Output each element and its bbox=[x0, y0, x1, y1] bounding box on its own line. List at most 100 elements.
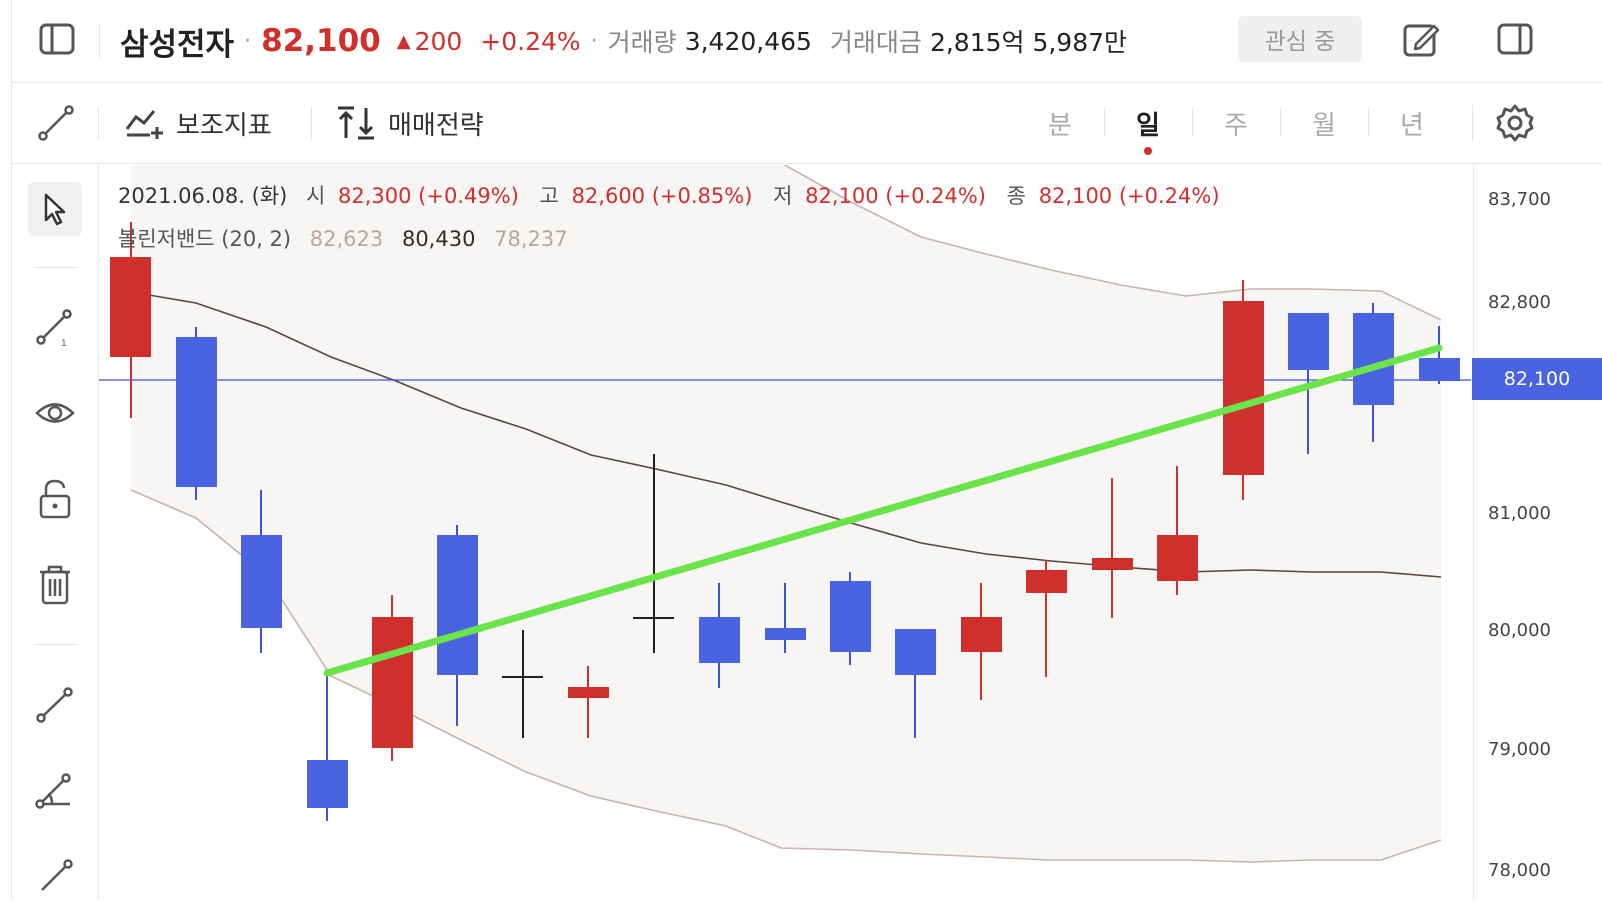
candle[interactable] bbox=[110, 257, 151, 357]
divider bbox=[311, 107, 312, 139]
divider bbox=[1368, 109, 1369, 137]
divider bbox=[1104, 109, 1105, 137]
current-price: 82,100 bbox=[261, 23, 381, 59]
panel-icon[interactable] bbox=[1496, 20, 1534, 58]
line-tool-icon[interactable] bbox=[36, 103, 76, 143]
separator-dot: · bbox=[590, 28, 598, 54]
ohlc-info: 2021.06.08. (화) 시 82,300 (+0.49%) 고 82,6… bbox=[118, 180, 1220, 210]
chart-toolbar: 보조지표 매매전략 분 일 주 월 년 bbox=[12, 83, 1602, 164]
period-tab-month[interactable]: 월 bbox=[1312, 110, 1336, 141]
period-tab-week[interactable]: 주 bbox=[1224, 110, 1248, 141]
candle[interactable] bbox=[1353, 313, 1394, 405]
high-value: 82,600 (+0.85%) bbox=[571, 184, 753, 208]
candle[interactable] bbox=[699, 617, 740, 663]
candle[interactable] bbox=[241, 535, 282, 628]
divider bbox=[1472, 105, 1473, 141]
price-axis-border bbox=[1473, 164, 1474, 900]
bollinger-upper: 82,623 bbox=[309, 227, 384, 251]
divider bbox=[36, 267, 76, 268]
line-tool-button[interactable]: 1 bbox=[28, 300, 82, 354]
lock-button[interactable] bbox=[28, 472, 82, 526]
candle[interactable] bbox=[568, 687, 609, 698]
period-tab-minute[interactable]: 분 bbox=[1048, 110, 1072, 141]
trade-strategy-icon bbox=[338, 106, 374, 140]
edit-icon[interactable] bbox=[1402, 20, 1440, 58]
cursor-icon bbox=[44, 193, 66, 226]
svg-text:1: 1 bbox=[61, 339, 67, 348]
price-tick: 81,000 bbox=[1488, 503, 1551, 524]
price-tick: 80,000 bbox=[1488, 620, 1551, 641]
eye-icon bbox=[35, 403, 75, 423]
divider bbox=[1192, 109, 1193, 137]
period-tab-year[interactable]: 년 bbox=[1400, 110, 1424, 141]
bar-date: 2021.06.08. (화) bbox=[118, 184, 288, 208]
close-value: 82,100 (+0.24%) bbox=[1038, 184, 1220, 208]
open-value: 82,300 (+0.49%) bbox=[338, 184, 519, 208]
line-tool-icon bbox=[36, 687, 73, 723]
bollinger-lower-line bbox=[130, 489, 1442, 863]
indicator-label: 보조지표 bbox=[176, 110, 272, 141]
candle[interactable] bbox=[1288, 313, 1329, 370]
bollinger-middle-line bbox=[130, 291, 1442, 578]
price-change: 200 bbox=[414, 26, 463, 56]
candle[interactable] bbox=[1026, 570, 1067, 593]
price-change-pct: +0.24% bbox=[480, 26, 581, 56]
open-label: 시 bbox=[305, 184, 326, 208]
period-tab-day[interactable]: 일 bbox=[1118, 101, 1178, 155]
unlock-icon bbox=[39, 479, 71, 519]
sidebar-toggle-icon[interactable] bbox=[38, 20, 76, 58]
line-tool-icon: 1 bbox=[36, 309, 72, 348]
bollinger-lower: 78,237 bbox=[494, 227, 568, 251]
strategy-button[interactable]: 매매전략 bbox=[334, 101, 484, 145]
candle[interactable] bbox=[437, 535, 478, 675]
bollinger-info: 볼린저밴드 (20, 2) 82,623 80,430 78,237 bbox=[118, 223, 568, 253]
divider bbox=[99, 24, 100, 58]
candle[interactable] bbox=[961, 617, 1002, 652]
candle[interactable] bbox=[1092, 558, 1133, 570]
close-label: 종 bbox=[1006, 184, 1026, 208]
angle-tool-button[interactable] bbox=[28, 764, 82, 818]
bollinger-mid: 80,430 bbox=[401, 227, 476, 251]
stock-summary: 삼성전자 · 82,100 ▲ 200 +0.24% · 거래량 3,420,4… bbox=[120, 18, 1127, 64]
high-label: 고 bbox=[539, 184, 559, 208]
volume-value: 3,420,465 bbox=[684, 26, 812, 56]
trash-icon bbox=[40, 565, 70, 605]
separator-dot: · bbox=[244, 28, 252, 54]
gear-icon[interactable] bbox=[1495, 103, 1535, 143]
trend-line-button[interactable] bbox=[28, 678, 82, 732]
angle-tool-icon bbox=[35, 773, 71, 809]
candle[interactable] bbox=[307, 760, 348, 808]
indicator-icon bbox=[125, 110, 163, 139]
candle[interactable] bbox=[372, 617, 413, 748]
candle[interactable] bbox=[1419, 358, 1460, 381]
low-label: 저 bbox=[773, 184, 793, 208]
price-tick: 83,700 bbox=[1488, 189, 1551, 210]
chart-app: 삼성전자 · 82,100 ▲ 200 +0.24% · 거래량 3,420,4… bbox=[11, 0, 1602, 900]
stock-header: 삼성전자 · 82,100 ▲ 200 +0.24% · 거래량 3,420,4… bbox=[12, 0, 1602, 83]
candle[interactable] bbox=[830, 581, 871, 652]
delete-button[interactable] bbox=[28, 558, 82, 612]
candle[interactable] bbox=[1157, 535, 1198, 581]
price-tick: 78,000 bbox=[1488, 860, 1551, 881]
cursor-tool-button[interactable] bbox=[28, 182, 82, 236]
price-tick: 82,800 bbox=[1488, 292, 1551, 313]
watch-button[interactable]: 관심 중 bbox=[1238, 16, 1362, 62]
stock-name[interactable]: 삼성전자 bbox=[120, 26, 235, 63]
up-arrow-icon: ▲ bbox=[396, 30, 411, 52]
pen-tool-button[interactable] bbox=[28, 848, 82, 902]
candlestick-chart[interactable] bbox=[12, 0, 1602, 900]
visibility-button[interactable] bbox=[28, 386, 82, 440]
amount-label: 거래대금 bbox=[829, 28, 922, 57]
bollinger-upper-line bbox=[782, 165, 1442, 321]
candle[interactable] bbox=[1223, 301, 1264, 475]
trend-line[interactable] bbox=[323, 344, 1443, 677]
divider bbox=[98, 107, 99, 139]
bollinger-label: 볼린저밴드 (20, 2) bbox=[118, 227, 292, 251]
indicator-button[interactable]: 보조지표 bbox=[124, 101, 272, 145]
candles bbox=[110, 222, 1460, 821]
candle[interactable] bbox=[895, 629, 936, 675]
strategy-label: 매매전략 bbox=[388, 110, 484, 141]
candle[interactable] bbox=[176, 337, 217, 487]
candle[interactable] bbox=[765, 628, 806, 640]
pen-tool-icon bbox=[41, 859, 73, 891]
